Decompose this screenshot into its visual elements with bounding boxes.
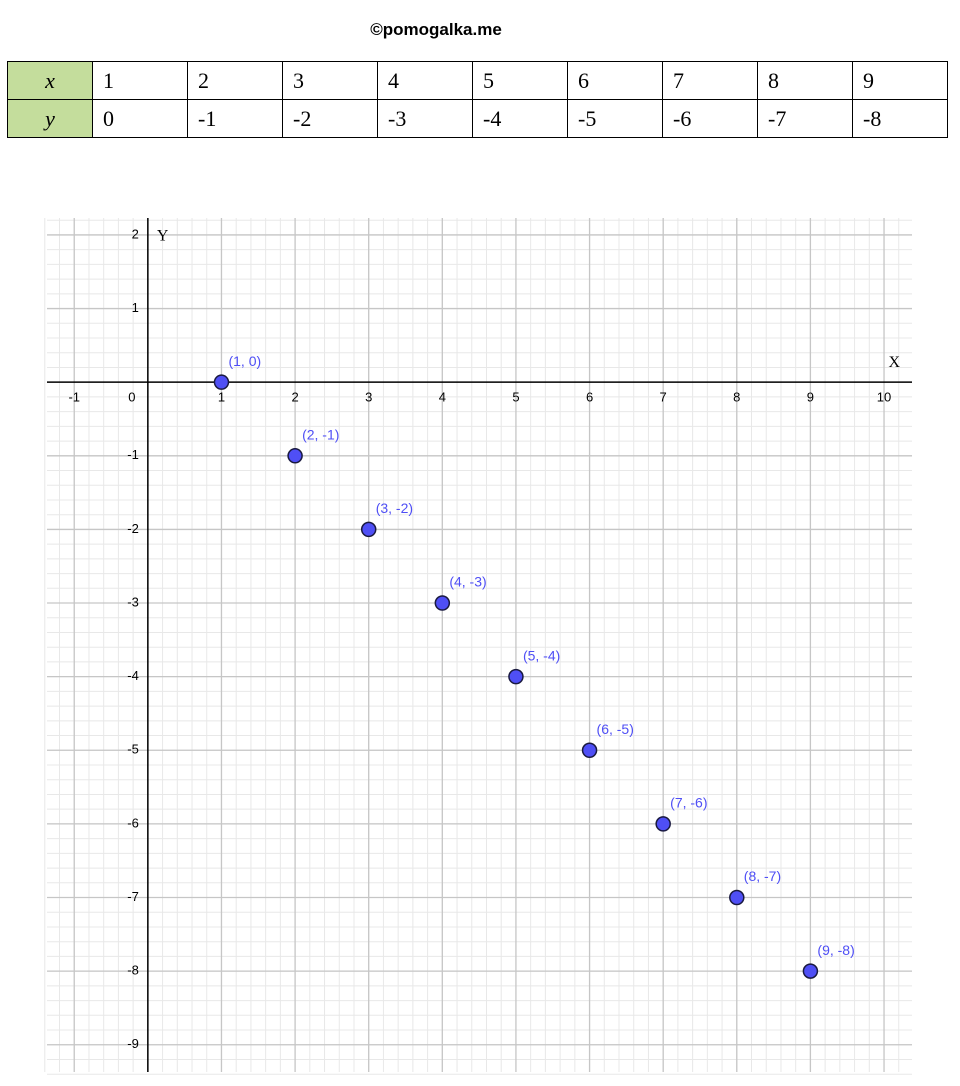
y-tick-label: -5	[127, 742, 139, 757]
point-label: (7, -6)	[670, 795, 707, 811]
table-cell: -3	[377, 99, 473, 138]
x-tick-label: 4	[439, 390, 446, 405]
x-tick-label: 8	[733, 390, 740, 405]
point-label: (8, -7)	[744, 868, 781, 884]
table-cell: -7	[757, 99, 853, 138]
y-tick-label: 2	[132, 226, 139, 241]
point	[655, 816, 671, 832]
table-cell: 4	[377, 61, 473, 100]
point-label: (9, -8)	[817, 942, 854, 958]
point	[287, 448, 303, 464]
y-tick-label: -8	[127, 963, 139, 978]
point-label: (4, -3)	[449, 574, 486, 590]
point	[729, 889, 745, 906]
x-tick-label: -1	[68, 390, 80, 405]
x-tick-label: 3	[365, 390, 372, 405]
table-cell: -5	[567, 99, 663, 138]
point-label: (2, -1)	[302, 426, 339, 442]
x-tick-label: 10	[877, 390, 891, 405]
point-label: (6, -5)	[597, 721, 634, 737]
table-cell: -8	[852, 99, 948, 138]
point	[802, 963, 819, 979]
point-label: (5, -4)	[523, 647, 560, 663]
point-label: (3, -2)	[376, 500, 413, 516]
table-cell: -4	[472, 99, 568, 138]
point	[213, 374, 230, 390]
x-tick-label: 7	[660, 390, 667, 405]
point	[581, 742, 598, 759]
x-tick-label: 6	[586, 390, 593, 405]
point	[508, 668, 524, 685]
x-tick-label: 1	[218, 390, 225, 405]
y-tick-label: -2	[127, 521, 139, 536]
x-axis-label: X	[888, 354, 900, 371]
y-tick-label: -7	[127, 889, 139, 904]
x-tick-label: 5	[512, 390, 519, 405]
watermark: ©pomogalka.me	[370, 20, 502, 39]
x-tick-label: 2	[291, 390, 298, 405]
point-label: (1, 0)	[228, 353, 261, 369]
y-tick-label: -6	[127, 815, 139, 830]
y-tick-label: -4	[127, 668, 139, 683]
y-tick-label: -9	[127, 1036, 139, 1051]
point	[434, 595, 451, 611]
row-header: y	[7, 99, 93, 138]
table-cell: 8	[757, 61, 853, 100]
value-table: x 1 2 3 4 5 6 7 8 9 y 0 -1 -2 -3 -4 -5 -6 -7 -8	[7, 61, 948, 138]
table-cell: 3	[282, 61, 378, 100]
point	[360, 521, 377, 538]
table-cell: 0	[92, 99, 188, 138]
table-row: y 0 -1 -2 -3 -4 -5 -6 -7 -8	[7, 99, 948, 138]
y-tick-label: -3	[127, 594, 139, 609]
table-cell: -6	[662, 99, 758, 138]
y-tick-label: 1	[132, 300, 139, 315]
x-tick-label: 0	[128, 390, 135, 405]
y-axis-label: Y	[157, 228, 169, 245]
y-tick-label: -1	[127, 447, 139, 462]
x-tick-label: 9	[807, 390, 814, 405]
